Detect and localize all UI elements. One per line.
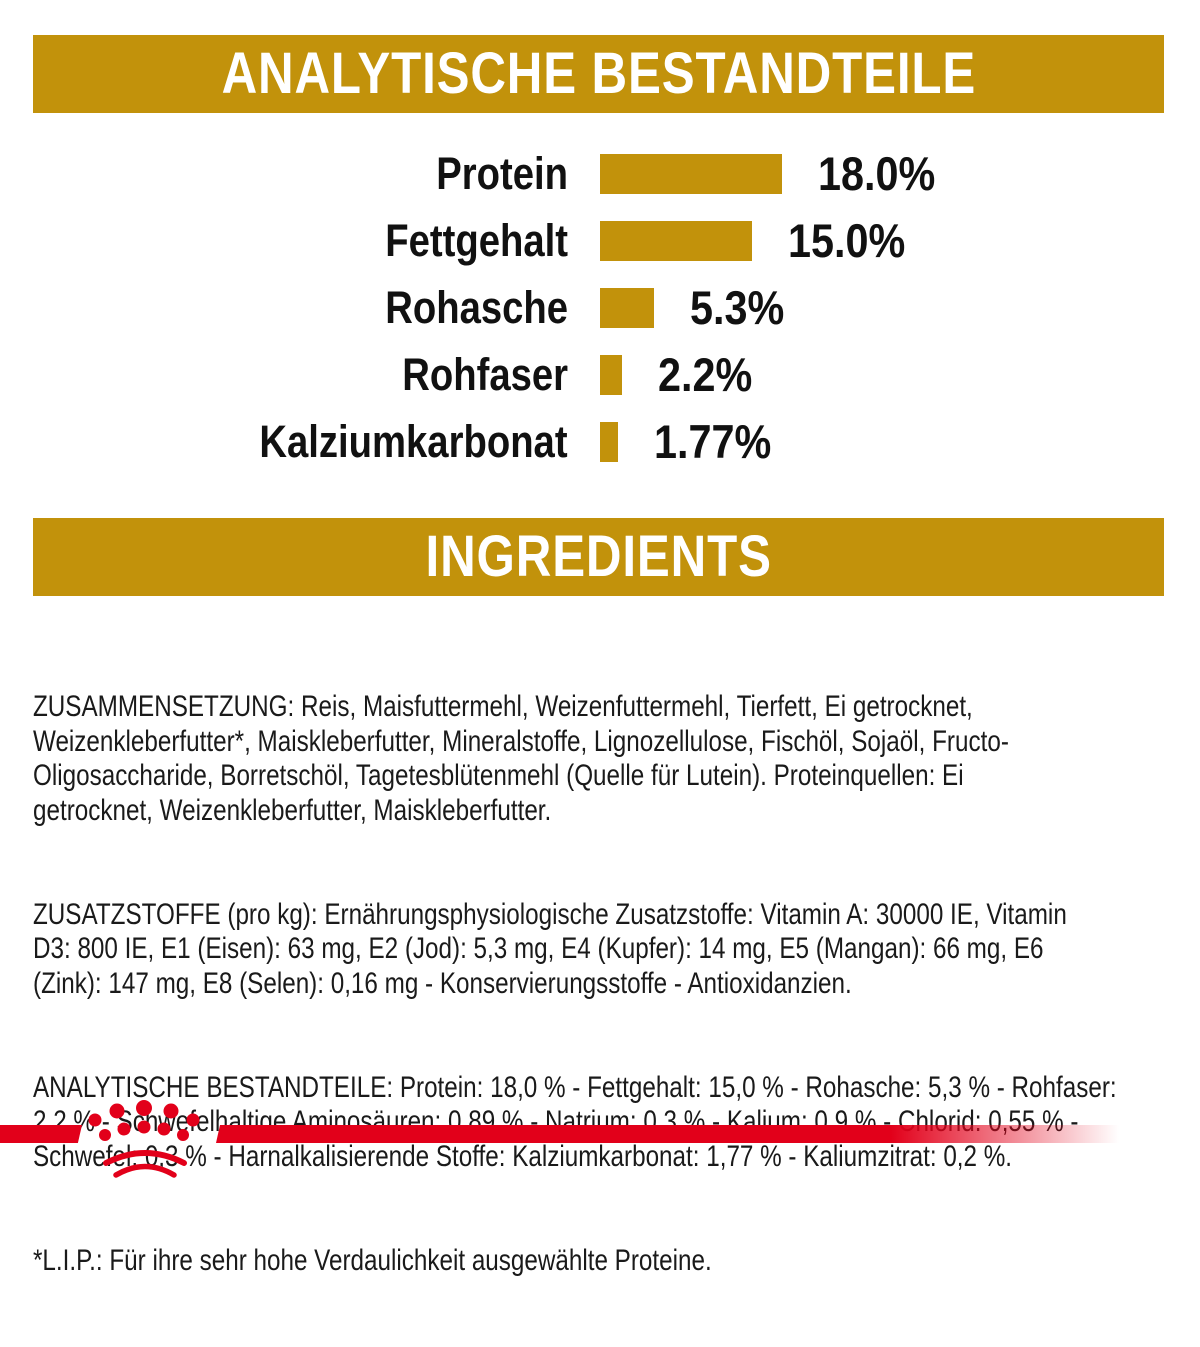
chart-bar xyxy=(600,220,752,261)
chart-bar xyxy=(600,421,618,462)
chart-category-label: Kalziumkarbonat xyxy=(259,415,568,467)
chart-category-label: Rohfaser xyxy=(402,348,568,400)
additives-paragraph: ZUSATZSTOFFE (pro kg): Ernährungsphysiol… xyxy=(33,897,1067,1000)
chart-category-label: Fettgehalt xyxy=(385,214,568,266)
chart-row: Rohasche 5.3% xyxy=(0,274,1200,341)
chart-value-label: 18.0% xyxy=(817,147,936,200)
chart-value-label: 15.0% xyxy=(787,214,905,267)
chart-category-label: Rohasche xyxy=(385,281,568,333)
chart-row: Kalziumkarbonat 1.77% xyxy=(0,408,1200,475)
chart-bar xyxy=(600,354,623,395)
chart-bar xyxy=(600,287,654,328)
brand-stripe-left xyxy=(0,1125,82,1143)
analytical-constituents-banner: ANALYTISCHE BESTANDTEILE xyxy=(33,35,1164,113)
lip-footnote: *L.I.P.: Für ihre sehr hohe Verdaulichke… xyxy=(33,1243,712,1277)
ingredients-banner-title: INGREDIENTS xyxy=(425,524,772,589)
analytical-banner-title: ANALYTISCHE BESTANDTEILE xyxy=(221,41,976,106)
ingredients-text-block: ZUSAMMENSETZUNG: Reis, Maisfuttermehl, W… xyxy=(33,621,1168,1277)
brand-stripe-right xyxy=(216,1125,1128,1143)
chart-value-label: 2.2% xyxy=(658,348,753,401)
ingredients-banner: INGREDIENTS xyxy=(33,518,1164,596)
composition-paragraph: ZUSAMMENSETZUNG: Reis, Maisfuttermehl, W… xyxy=(33,690,1009,827)
chart-row: Fettgehalt 15.0% xyxy=(0,207,1200,274)
chart-row: Rohfaser 2.2% xyxy=(0,341,1200,408)
chart-value-label: 5.3% xyxy=(689,281,784,334)
chart-bar xyxy=(600,153,782,194)
chart-value-label: 1.77% xyxy=(653,415,772,468)
royal-canin-crown-icon xyxy=(88,1100,200,1178)
chart-row: Protein 18.0% xyxy=(0,140,1200,207)
analytical-chart: Protein 18.0% Fettgehalt 15.0% Rohasche 5.3% R… xyxy=(0,140,1200,475)
chart-category-label: Protein xyxy=(436,147,568,199)
